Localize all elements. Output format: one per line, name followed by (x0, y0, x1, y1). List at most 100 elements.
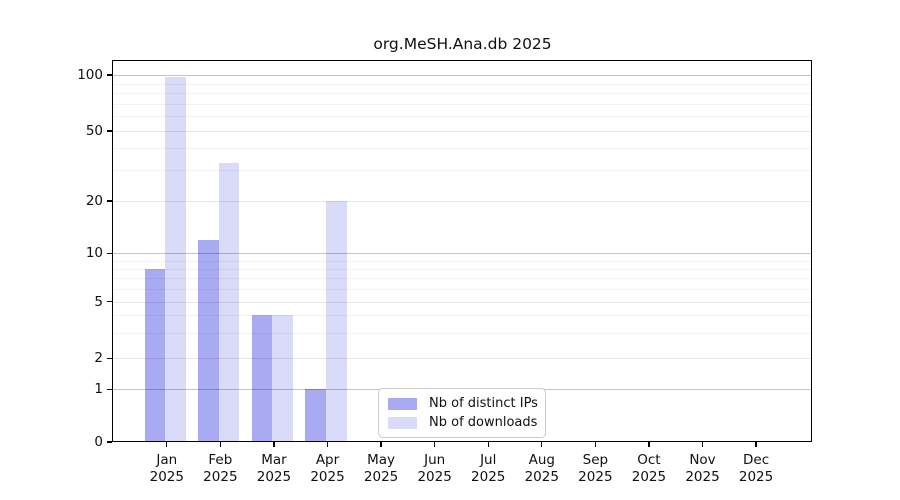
y-tick-label-10: 10 (85, 245, 103, 262)
x-tick-month: Feb (208, 452, 233, 468)
gridline-y-6 (113, 288, 812, 290)
x-tick-year: 2025 (524, 468, 559, 485)
y-tick-1 (106, 388, 112, 390)
x-tick-month: Aug (528, 452, 555, 468)
x-tick-label-mar: Mar 2025 (234, 452, 314, 485)
gridline-y-10 (113, 253, 812, 255)
x-tick-jan (166, 442, 168, 447)
bar-downloads-jan (165, 77, 186, 442)
y-tick-label-5: 5 (94, 293, 103, 310)
y-tick-label-0: 0 (94, 434, 103, 450)
gridline-y-8 (113, 268, 812, 270)
x-tick-month: Mar (261, 452, 287, 468)
x-tick-month: Dec (743, 452, 770, 468)
legend: Nb of distinct IPs Nb of downloads (378, 388, 546, 438)
x-tick-month: Apr (315, 452, 340, 468)
x-tick-month: Jan (156, 452, 178, 468)
x-tick-label-oct: Oct 2025 (609, 452, 689, 485)
y-tick-5 (106, 300, 112, 303)
bar-downloads-feb (218, 162, 240, 442)
x-tick-label-nov: Nov 2025 (663, 452, 743, 485)
y-tick-100 (106, 74, 112, 76)
gridline-y-3 (113, 333, 812, 335)
y-tick-label-20: 20 (85, 193, 103, 209)
x-tick-jun (434, 442, 436, 447)
y-tick-label-2: 2 (94, 350, 103, 367)
x-tick-label-jun: Jun 2025 (395, 452, 475, 485)
legend-swatch-distinct-ips (388, 397, 417, 410)
legend-item-downloads: Nb of downloads (388, 414, 538, 432)
bar-downloads-apr (325, 201, 347, 442)
gridline-y-80 (113, 93, 812, 95)
gridline-y-100 (113, 75, 812, 76)
legend-swatch-downloads (388, 416, 417, 429)
y-tick-10 (106, 252, 112, 254)
x-tick-month: May (367, 452, 396, 468)
x-tick-aug (541, 442, 543, 447)
x-tick-label-dec: Dec 2025 (716, 452, 796, 485)
x-tick-year: 2025 (363, 468, 399, 485)
y-tick-label-1: 1 (94, 381, 103, 398)
x-tick-dec (755, 442, 757, 447)
x-tick-year: 2025 (149, 468, 184, 485)
y-tick-2 (106, 357, 112, 359)
x-tick-mar (273, 442, 275, 447)
x-tick-label-jul: Jul 2025 (448, 452, 528, 485)
y-tick-0 (106, 441, 112, 443)
x-tick-year: 2025 (310, 468, 345, 485)
x-tick-month: Jun (424, 452, 446, 468)
x-tick-sep (594, 442, 596, 447)
y-tick-label-100: 100 (77, 67, 103, 83)
gridline-y-4 (113, 315, 812, 317)
legend-label-downloads: Nb of downloads (429, 415, 538, 430)
chart-title: org.MeSH.Ana.db 2025 (373, 35, 552, 53)
gridline-y-50 (113, 131, 812, 132)
bar-distinct-ips-jan (144, 268, 166, 442)
y-tick-50 (106, 130, 112, 132)
x-tick-label-jan: Jan 2025 (127, 452, 207, 485)
x-tick-jul (487, 442, 489, 447)
plot-area (113, 61, 812, 442)
x-tick-year: 2025 (738, 468, 774, 485)
x-tick-year: 2025 (685, 468, 720, 485)
bar-distinct-ips-mar (251, 315, 273, 442)
gridline-y-40 (113, 148, 812, 150)
x-tick-label-feb: Feb 2025 (180, 452, 260, 485)
x-tick-label-sep: Sep 2025 (555, 452, 635, 485)
x-tick-year: 2025 (203, 468, 238, 485)
x-tick-nov (701, 442, 704, 447)
x-tick-year: 2025 (578, 468, 613, 485)
x-tick-month: Sep (582, 452, 609, 468)
y-tick-label-50: 50 (85, 123, 103, 139)
x-tick-label-may: May 2025 (341, 452, 421, 485)
gridline-y-60 (113, 116, 812, 118)
x-tick-label-apr: Apr 2025 (288, 452, 368, 485)
gridline-y-20 (113, 201, 812, 202)
gridline-y-70 (113, 103, 812, 105)
bar-distinct-ips-apr (305, 389, 326, 442)
gridline-y-2 (113, 358, 812, 360)
legend-label-distinct-ips: Nb of distinct IPs (429, 396, 538, 411)
legend-item-distinct-ips: Nb of distinct IPs (388, 395, 538, 413)
x-tick-year: 2025 (417, 468, 452, 485)
bar-downloads-mar (272, 315, 293, 442)
x-tick-may (380, 442, 382, 447)
x-tick-year: 2025 (631, 468, 667, 485)
x-tick-month: Jul (480, 452, 497, 468)
y-tick-20 (106, 200, 112, 202)
bar-distinct-ips-feb (198, 239, 219, 442)
gridline-y-7 (113, 278, 812, 280)
x-tick-month: Nov (689, 452, 716, 468)
gridline-y-90 (113, 83, 812, 85)
gridline-y-30 (113, 170, 812, 172)
x-tick-year: 2025 (471, 468, 506, 485)
gridline-y-5 (113, 301, 812, 303)
x-tick-label-aug: Aug 2025 (502, 452, 582, 485)
x-tick-month: Oct (637, 452, 661, 468)
x-tick-feb (219, 442, 221, 447)
gridline-y-9 (113, 260, 812, 262)
x-tick-apr (326, 442, 329, 447)
x-tick-year: 2025 (256, 468, 292, 485)
x-tick-oct (648, 442, 650, 447)
